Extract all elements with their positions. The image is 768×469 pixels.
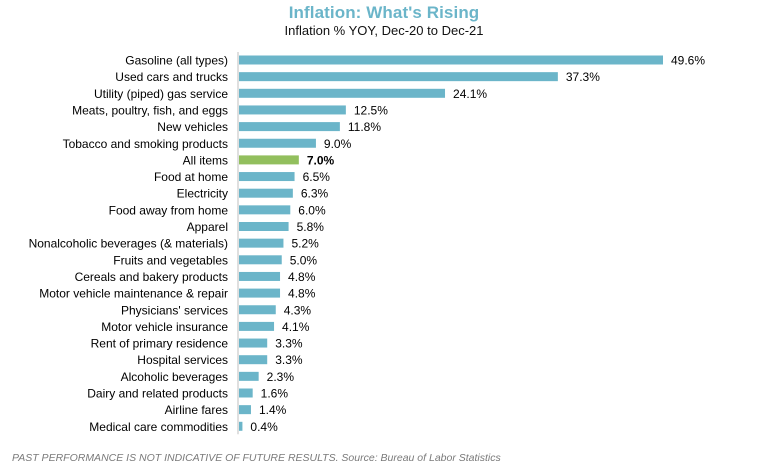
data-label: 2.3% bbox=[267, 370, 295, 384]
data-label: 1.6% bbox=[261, 387, 289, 401]
bar bbox=[239, 405, 251, 415]
data-label: 12.5% bbox=[354, 103, 388, 117]
bar bbox=[239, 155, 299, 165]
bar bbox=[239, 222, 289, 231]
category-label: Apparel bbox=[187, 220, 228, 234]
bar bbox=[239, 122, 340, 132]
bar bbox=[239, 172, 295, 182]
category-label: Medical care commodities bbox=[89, 420, 228, 434]
bar bbox=[239, 388, 253, 398]
bar bbox=[239, 371, 259, 381]
bar bbox=[239, 238, 284, 248]
bar bbox=[239, 205, 291, 215]
category-label: Electricity bbox=[177, 187, 228, 201]
category-label: Meats, poultry, fish, and eggs bbox=[72, 103, 228, 117]
category-label: Physicians' services bbox=[121, 303, 228, 317]
data-label: 3.3% bbox=[275, 353, 303, 367]
category-label: All items bbox=[183, 153, 228, 167]
data-label: 4.8% bbox=[288, 270, 316, 284]
category-label: New vehicles bbox=[157, 120, 228, 134]
bar bbox=[239, 138, 316, 148]
data-label: 0.4% bbox=[250, 420, 278, 434]
category-label: Tobacco and smoking products bbox=[63, 137, 228, 151]
bar bbox=[239, 105, 346, 115]
bar bbox=[239, 55, 663, 65]
bar bbox=[239, 288, 281, 298]
bar bbox=[239, 188, 293, 198]
chart-title: Inflation: What's Rising bbox=[288, 3, 480, 22]
chart-subtitle: Inflation % YOY, Dec-20 to Dec-21 bbox=[284, 23, 484, 38]
category-label: Utility (piped) gas service bbox=[94, 87, 228, 101]
category-label: Motor vehicle maintenance & repair bbox=[39, 287, 228, 301]
data-label: 7.0% bbox=[307, 153, 335, 167]
bar bbox=[239, 255, 282, 265]
data-label: 4.8% bbox=[288, 287, 316, 301]
data-label: 6.0% bbox=[298, 203, 326, 217]
category-label: Used cars and trucks bbox=[115, 70, 228, 84]
data-label: 9.0% bbox=[324, 137, 352, 151]
category-label: Food away from home bbox=[109, 203, 229, 217]
data-label: 5.2% bbox=[291, 237, 319, 251]
category-label: Motor vehicle insurance bbox=[101, 320, 228, 334]
category-label: Airline fares bbox=[165, 403, 228, 417]
bar bbox=[239, 421, 243, 431]
data-label: 6.5% bbox=[303, 170, 331, 184]
data-label: 6.3% bbox=[301, 187, 329, 201]
category-label: Fruits and vegetables bbox=[113, 253, 228, 267]
category-label: Cereals and bakery products bbox=[75, 270, 228, 284]
data-label: 5.0% bbox=[290, 253, 318, 267]
bar bbox=[239, 321, 275, 331]
bar bbox=[239, 88, 446, 98]
category-label: Dairy and related products bbox=[87, 387, 228, 401]
category-label: Alcoholic beverages bbox=[121, 370, 228, 384]
category-label: Rent of primary residence bbox=[91, 337, 229, 351]
bar bbox=[239, 271, 281, 281]
bar bbox=[239, 338, 268, 348]
data-label: 49.6% bbox=[671, 54, 705, 68]
category-label: Hospital services bbox=[137, 353, 228, 367]
data-label: 1.4% bbox=[259, 403, 287, 417]
data-label: 3.3% bbox=[275, 337, 303, 351]
source-footnote: PAST PERFORMANCE IS NOT INDICATIVE OF FU… bbox=[12, 452, 501, 464]
data-label: 37.3% bbox=[566, 70, 600, 84]
data-label: 5.8% bbox=[297, 220, 325, 234]
bar bbox=[239, 355, 268, 365]
bar bbox=[239, 72, 558, 82]
category-label: Nonalcoholic beverages (& materials) bbox=[29, 237, 228, 251]
data-label: 4.3% bbox=[284, 303, 312, 317]
data-label: 11.8% bbox=[348, 120, 381, 134]
data-label: 24.1% bbox=[453, 87, 487, 101]
data-label: 4.1% bbox=[282, 320, 310, 334]
category-label: Gasoline (all types) bbox=[125, 54, 228, 68]
bar bbox=[239, 305, 276, 315]
category-label: Food at home bbox=[154, 170, 228, 184]
